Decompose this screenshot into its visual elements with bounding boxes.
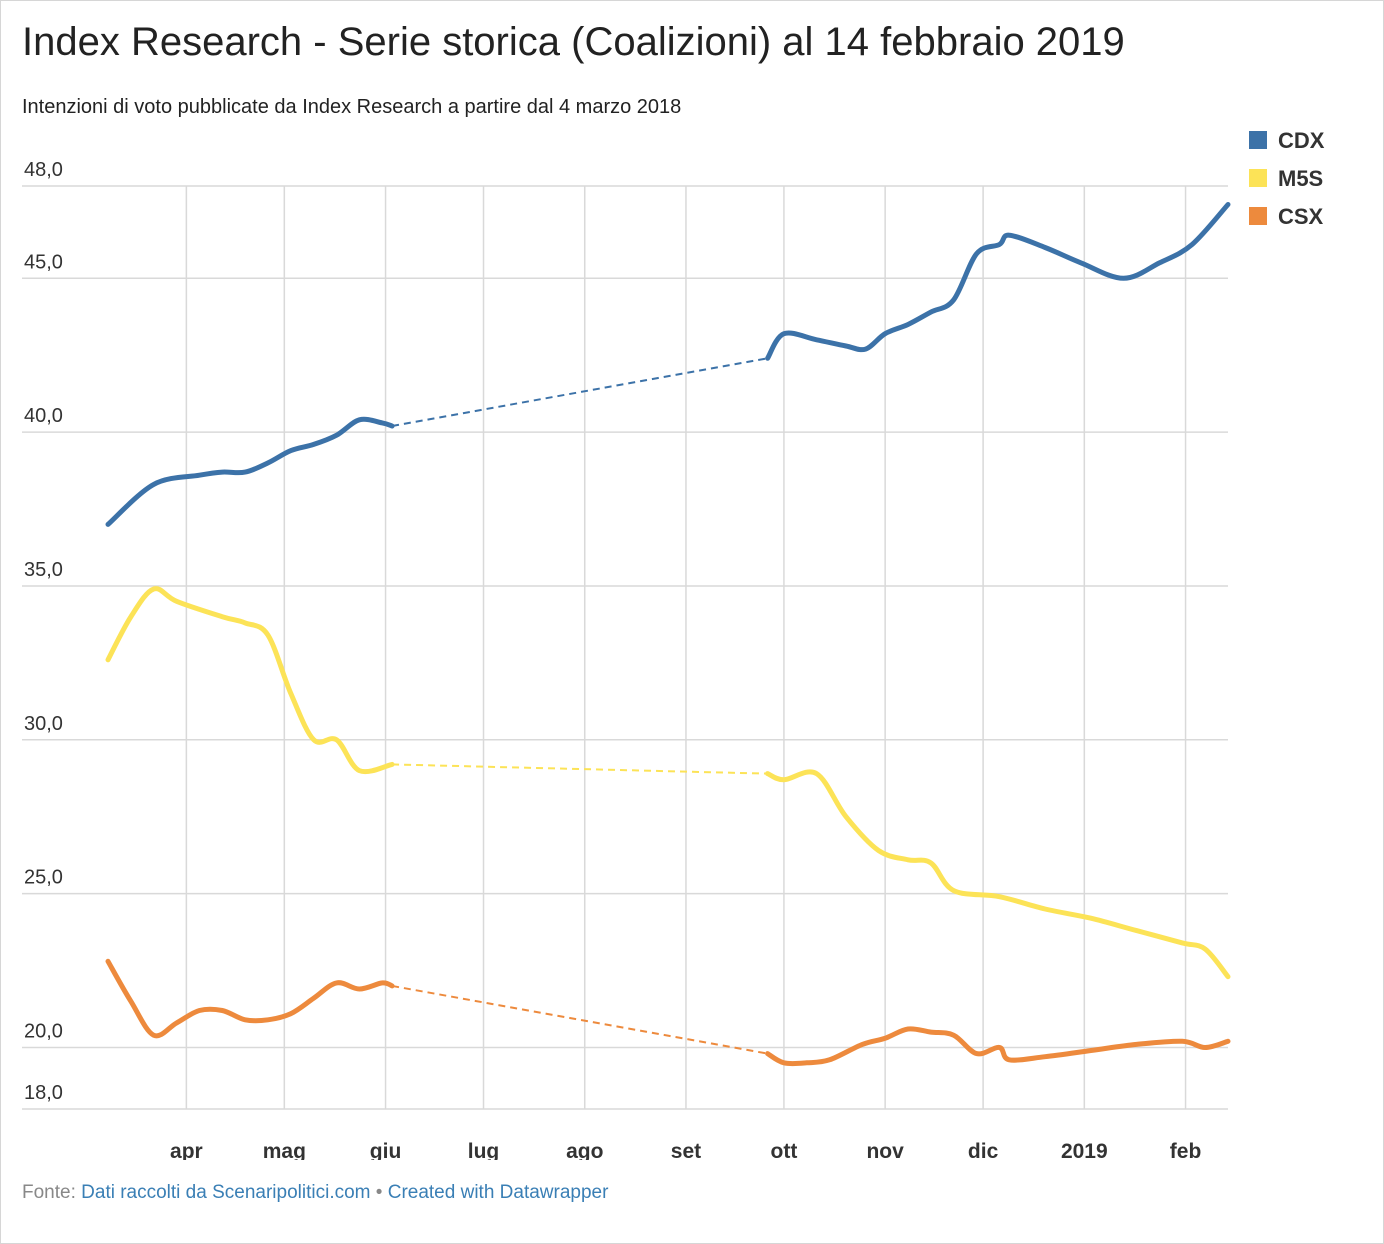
series-gap-m5s — [392, 763, 768, 775]
legend: CDX M5S CSX — [1249, 128, 1325, 229]
chart-title: Index Research - Serie storica (Coalizio… — [22, 20, 1125, 64]
series-line-cdx-late — [765, 202, 1231, 361]
footer: Fonte: Dati raccolti da Scenaripolitici.… — [22, 1182, 608, 1204]
x-tick-label: set — [671, 1140, 701, 1160]
x-tick-label: ago — [566, 1140, 603, 1160]
y-tick-label: 30,0 — [24, 713, 63, 735]
series-line-cdx-early — [105, 416, 395, 527]
x-tick-label: nov — [866, 1140, 904, 1160]
x-tick-label: mag — [263, 1140, 306, 1160]
footer-prefix: Fonte: — [22, 1182, 82, 1203]
legend-item-m5s: M5S — [1249, 166, 1323, 191]
series-line-m5s-late — [765, 769, 1231, 980]
legend-label: CDX — [1278, 128, 1325, 153]
legend-swatch — [1249, 207, 1267, 225]
legend-swatch — [1249, 169, 1267, 187]
y-tick-label: 45,0 — [24, 251, 63, 273]
y-tick-label: 20,0 — [24, 1020, 63, 1042]
chart-subtitle: Intenzioni di voto pubblicate da Index R… — [22, 96, 682, 118]
datawrapper-link[interactable]: Created with Datawrapper — [387, 1182, 609, 1203]
series-line-csx-early — [105, 958, 395, 1039]
x-tick-label: lug — [468, 1140, 500, 1160]
series-gap-csx — [391, 984, 768, 1055]
series-gap-cdx — [391, 357, 768, 427]
series-line-m5s-early — [105, 586, 395, 775]
x-axis-ticks: apr mag giu lug ago set ott nov dic 2019 feb — [170, 1140, 1201, 1160]
legend-swatch — [1249, 131, 1267, 149]
y-tick-label: 48,0 — [24, 159, 63, 181]
x-tick-label: 2019 — [1061, 1140, 1108, 1160]
series-m5s — [105, 586, 1231, 980]
line-chart: 48,0 45,0 40,0 35,0 30,0 25,0 20,0 18,0 apr mag g… — [22, 128, 1325, 1160]
footer-separator: • — [370, 1182, 388, 1203]
y-tick-label: 40,0 — [24, 405, 63, 427]
legend-item-cdx: CDX — [1249, 128, 1325, 153]
series-csx — [105, 958, 1231, 1067]
y-tick-label: 18,0 — [24, 1082, 63, 1104]
x-tick-label: feb — [1170, 1140, 1202, 1160]
source-link[interactable]: Dati raccolti da Scenaripolitici.com — [81, 1182, 371, 1203]
legend-label: CSX — [1278, 204, 1324, 229]
y-tick-label: 35,0 — [24, 559, 63, 581]
x-tick-label: dic — [968, 1140, 999, 1160]
legend-label: M5S — [1278, 166, 1323, 191]
series-line-csx-late — [765, 1026, 1231, 1067]
legend-item-csx: CSX — [1249, 204, 1324, 229]
x-tick-label: ott — [771, 1140, 798, 1160]
y-axis-ticks: 48,0 45,0 40,0 35,0 30,0 25,0 20,0 18,0 — [24, 159, 63, 1104]
series-lines — [105, 202, 1231, 1067]
grid-lines — [22, 185, 1228, 1110]
x-tick-label: giu — [370, 1140, 402, 1160]
series-cdx — [105, 202, 1231, 527]
y-tick-label: 25,0 — [24, 867, 63, 889]
x-tick-label: apr — [170, 1140, 203, 1160]
